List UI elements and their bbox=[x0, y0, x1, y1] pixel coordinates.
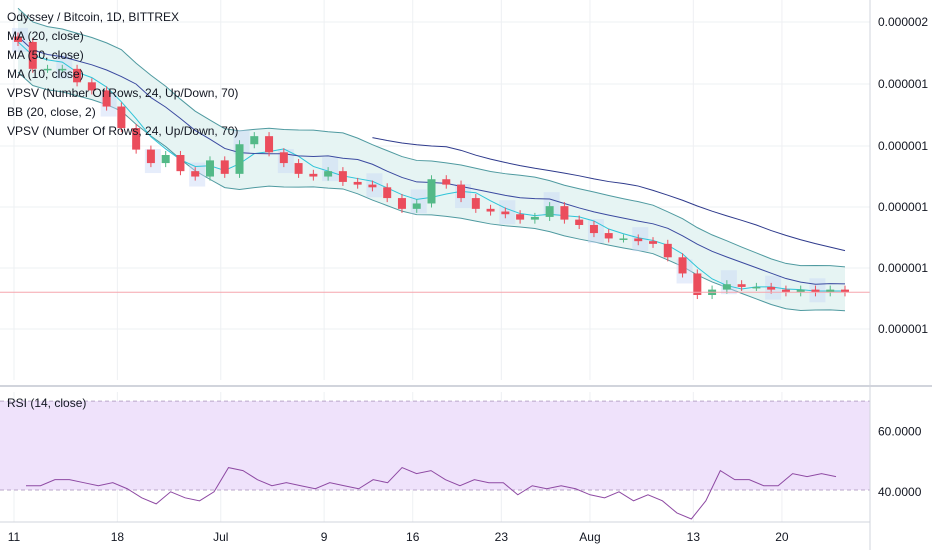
candlestick-series bbox=[14, 32, 849, 300]
candle-body bbox=[752, 286, 761, 289]
vp-box bbox=[720, 270, 737, 295]
candle-body bbox=[678, 257, 687, 274]
candle-body bbox=[58, 68, 67, 71]
candle-body bbox=[146, 149, 155, 164]
legend-ma20[interactable]: MA (20, close) bbox=[7, 29, 84, 43]
y-tick-label: 0.000002 bbox=[878, 15, 928, 29]
candle-body bbox=[383, 187, 392, 199]
candle-body bbox=[767, 286, 776, 290]
candle-body bbox=[324, 171, 333, 177]
candle-body bbox=[28, 41, 37, 69]
candle-body bbox=[87, 82, 96, 91]
candle-body bbox=[14, 36, 22, 42]
legend-ma50[interactable]: MA (50, close) bbox=[7, 48, 84, 62]
candle-body bbox=[102, 90, 111, 107]
candle-body bbox=[545, 206, 554, 217]
candle-body bbox=[796, 289, 805, 293]
candle-body bbox=[722, 284, 731, 290]
candle-body bbox=[471, 198, 480, 209]
vp-box bbox=[56, 54, 73, 79]
indicator-legend: Odyssey / Bitcoin, 1D, BITTREX MA (20, c… bbox=[7, 8, 238, 141]
x-tick-label: Aug bbox=[579, 530, 600, 544]
candle-body bbox=[516, 214, 525, 220]
x-tick-label: 9 bbox=[321, 530, 328, 544]
x-tick-label: 11 bbox=[8, 530, 21, 544]
candle-body bbox=[560, 206, 569, 220]
candle-body bbox=[309, 173, 318, 177]
legend-ma10[interactable]: MA (10, close) bbox=[7, 67, 84, 81]
bb-lower-line bbox=[17, 71, 846, 312]
rsi-panel bbox=[0, 400, 870, 520]
candle-body bbox=[132, 128, 141, 150]
x-tick-label: 13 bbox=[687, 530, 701, 544]
candle-body bbox=[619, 238, 628, 240]
candle-body bbox=[368, 184, 377, 188]
candle-body bbox=[220, 160, 229, 174]
y-tick-label: 0.000001 bbox=[878, 139, 928, 153]
candle-body bbox=[841, 289, 849, 293]
vp-box bbox=[322, 157, 339, 182]
candle-body bbox=[501, 211, 510, 215]
candle-body bbox=[693, 273, 702, 295]
x-tick-label: 16 bbox=[406, 530, 420, 544]
y-tick-label: 0.000001 bbox=[878, 77, 928, 91]
rsi-y-tick-label: 60.0000 bbox=[878, 424, 922, 438]
y-tick-label: 0.000001 bbox=[878, 200, 928, 214]
candle-body bbox=[205, 160, 214, 177]
candle-body bbox=[294, 163, 303, 174]
candle-body bbox=[663, 243, 672, 258]
candle-body bbox=[250, 136, 259, 145]
candle-body bbox=[43, 68, 52, 71]
candle-body bbox=[486, 208, 495, 212]
candle-body bbox=[279, 152, 288, 164]
candle-body bbox=[338, 171, 347, 182]
x-tick-label: 20 bbox=[775, 530, 789, 544]
candle-body bbox=[235, 144, 244, 174]
candle-body bbox=[589, 225, 598, 234]
x-tick-label: Jul bbox=[213, 530, 228, 544]
candle-body bbox=[117, 106, 126, 129]
y-tick-label: 0.000001 bbox=[878, 261, 928, 275]
candle-body bbox=[161, 155, 170, 164]
ma50-line bbox=[372, 137, 846, 252]
candle-body bbox=[353, 181, 362, 185]
candle-body bbox=[530, 216, 539, 220]
candle-body bbox=[457, 184, 466, 199]
legend-vpsv-2[interactable]: VPSV (Number Of Rows, 24, Up/Down, 70) bbox=[7, 124, 239, 138]
candle-body bbox=[604, 233, 613, 239]
candle-body bbox=[176, 155, 185, 172]
candle-body bbox=[442, 179, 451, 185]
x-tick-label: 23 bbox=[495, 530, 509, 544]
candle-body bbox=[397, 198, 406, 209]
bb-upper-line bbox=[17, 7, 846, 268]
vp-box bbox=[410, 189, 427, 214]
candle-body bbox=[191, 171, 200, 177]
candle-body bbox=[412, 203, 421, 209]
rsi-line bbox=[26, 466, 837, 520]
x-tick-label: 18 bbox=[111, 530, 125, 544]
candle-body bbox=[781, 289, 790, 293]
candle-body bbox=[427, 179, 436, 204]
candle-body bbox=[265, 136, 274, 153]
candle-body bbox=[575, 219, 584, 225]
candle-body bbox=[634, 238, 643, 242]
rsi-legend[interactable]: RSI (14, close) bbox=[7, 396, 87, 410]
candle-body bbox=[73, 68, 82, 83]
candle-body bbox=[649, 241, 658, 244]
y-tick-label: 0.000001 bbox=[878, 322, 928, 336]
legend-bb[interactable]: BB (20, close, 2) bbox=[7, 105, 96, 119]
legend-vpsv-1[interactable]: VPSV (Number Of Rows, 24, Up/Down, 70) bbox=[7, 86, 239, 100]
candle-body bbox=[826, 289, 835, 293]
candle-body bbox=[811, 289, 820, 293]
candle-body bbox=[737, 284, 746, 287]
rsi-band bbox=[0, 401, 870, 490]
symbol-title: Odyssey / Bitcoin, 1D, BITTREX bbox=[7, 10, 180, 24]
rsi-y-tick-label: 40.0000 bbox=[878, 485, 922, 499]
